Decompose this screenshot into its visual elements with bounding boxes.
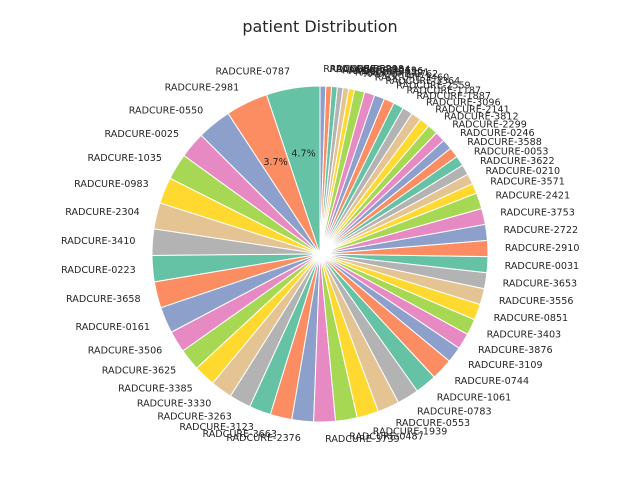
slice-label: RADCURE-3753: [500, 208, 575, 219]
slice-label: RADCURE-3588: [467, 137, 542, 148]
slice-label: RADCURE-0787: [216, 66, 291, 77]
slice-label: RADCURE-3384: [336, 65, 411, 76]
slice-label: RADCURE-2910: [505, 243, 580, 254]
slice-label: RADCURE-3460: [375, 72, 450, 83]
slice-label: RADCURE-3663: [202, 429, 277, 440]
slice-label: RADCURE-3123: [179, 422, 254, 433]
slice-percent-label: 3.7%: [263, 157, 287, 168]
slice-label: RADCURE-0223: [61, 265, 136, 276]
slice-label: RADCURE-3571: [490, 177, 565, 188]
slice-label: RADCURE-0553: [396, 418, 471, 429]
slice-label: RADCURE-1939: [373, 426, 448, 437]
slice-label: RADCURE-2981: [165, 83, 240, 94]
slice-label: RADCURE-0744: [455, 376, 530, 387]
slice-label: RADCURE-0246: [460, 128, 535, 139]
slice-label: RADCURE-0210: [486, 166, 561, 177]
slice-label: RADCURE-1035: [87, 153, 162, 164]
slice-label: RADCURE-2141: [435, 104, 510, 115]
slice-label: RADCURE-3364: [386, 76, 461, 87]
slice-label: RADCURE-3591: [355, 67, 430, 78]
slice-label: RADCURE-3096: [426, 97, 501, 108]
slice-label: RADCURE-1061: [437, 393, 512, 404]
slice-label: RADCURE-3625: [102, 366, 177, 377]
chart-title: patient Distribution: [242, 17, 397, 36]
slice-label: RADCURE-0550: [129, 106, 204, 117]
percent-labels: 4.7% 3.7%: [263, 148, 315, 168]
slice-label: RADCURE-2299: [452, 120, 527, 131]
slice-label: RADCURE-2696: [349, 66, 424, 77]
slice-label: RADCURE-3013: [342, 65, 417, 76]
slice-label: RADCURE-1887: [416, 91, 491, 102]
pie-slices: [151, 85, 489, 423]
slice-label: RADCURE-2376: [226, 433, 301, 444]
pie-slice: [319, 85, 327, 255]
slice-labels: RADCURE-0787 RADCURE-2981 RADCURE-0550 RADC…: [61, 64, 580, 445]
slice-label: RADCURE-3385: [118, 383, 193, 394]
slice-label: RADCURE-1187: [407, 85, 482, 96]
slice-label: RADCURE-3622: [480, 156, 555, 167]
slice-label: RADCURE-3109: [468, 360, 543, 371]
slice-label: RADCURE-2722: [504, 225, 579, 236]
slice-label: RADCURE-0031: [505, 261, 580, 272]
slice-label: RADCURE-0851: [494, 313, 569, 324]
slice-label: RADCURE-3218: [330, 64, 405, 75]
slice-label: RADCURE-3263: [157, 412, 232, 423]
slice-label: RADCURE-3812: [444, 112, 519, 123]
slice-label: RADCURE-3403: [487, 330, 562, 341]
slice-label: RADCURE-3506: [88, 346, 163, 357]
slice-label: RADCURE-0983: [74, 179, 149, 190]
slice-label: RADCURE-0025: [105, 129, 180, 140]
slice-label: RADCURE-3653: [503, 279, 578, 290]
slice-label: RADCURE-3330: [137, 399, 212, 410]
slice-label: RADCURE-2559: [396, 80, 471, 91]
slice-label: RADCURE-3658: [66, 294, 141, 305]
slice-percent-label: 4.7%: [291, 148, 315, 159]
slice-label: RADCURE-0783: [417, 407, 492, 418]
slice-label: RADCURE-0053: [474, 146, 549, 157]
slice-label: RADCURE-0487: [349, 432, 424, 443]
slice-label: RADCURE-3556: [499, 296, 574, 307]
slice-label: RADCURE-3876: [478, 345, 553, 356]
slice-label: RADCURE-2421: [496, 190, 571, 201]
slice-label: RADCURE-0161: [75, 322, 150, 333]
slice-label: RADCURE-3739: [325, 434, 400, 445]
slice-label: RADCURE-0762: [364, 69, 439, 80]
slice-label: RADCURE-3529: [323, 64, 398, 75]
slice-label: RADCURE-2304: [65, 207, 140, 218]
slice-label: RADCURE-3410: [61, 236, 136, 247]
